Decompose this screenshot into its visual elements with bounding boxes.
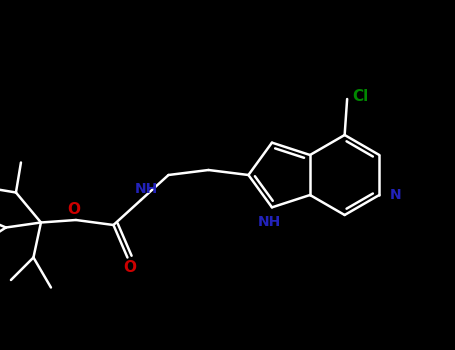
Text: N: N <box>389 188 401 202</box>
Text: O: O <box>67 203 80 217</box>
Text: NH: NH <box>134 182 157 196</box>
Text: O: O <box>123 260 136 275</box>
Text: Cl: Cl <box>353 89 369 104</box>
Text: NH: NH <box>258 215 281 229</box>
